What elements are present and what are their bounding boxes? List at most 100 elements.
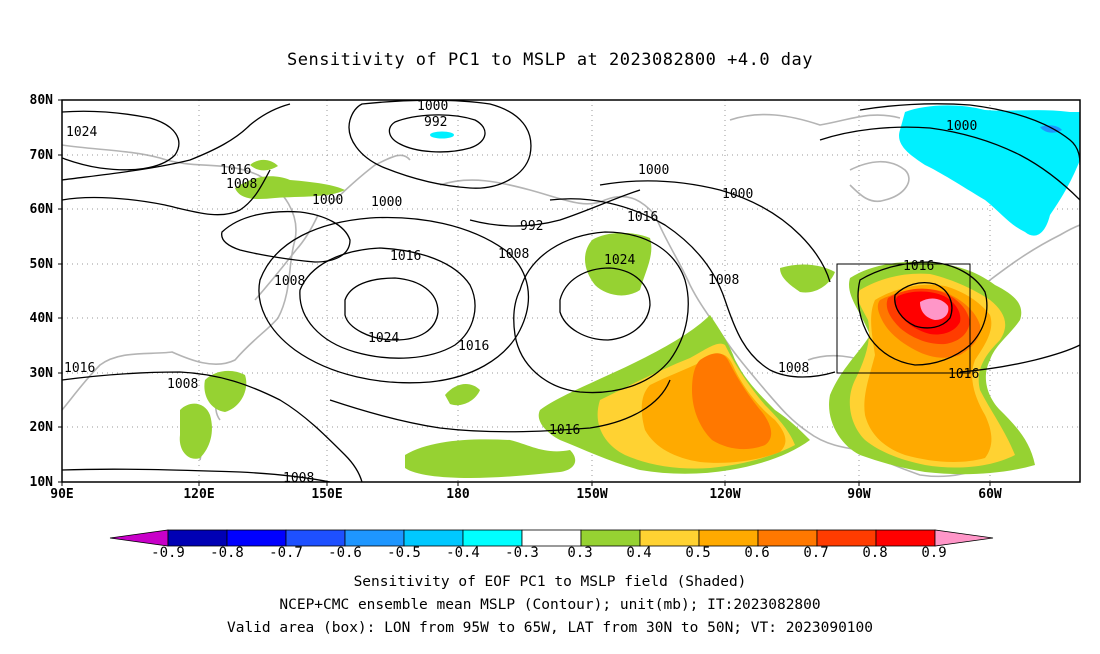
contour-label: 1016 — [627, 210, 658, 225]
contour-label: 1000 — [722, 187, 753, 202]
colorbar-swatch — [816, 529, 877, 547]
map-title: Sensitivity of PC1 to MSLP at 2023082800… — [286, 50, 813, 70]
contour-label: 1008 — [283, 471, 314, 486]
shade-cyan-arctic — [430, 131, 454, 139]
lat-labels: 80N 70N 60N 50N 40N 30N 20N 10N — [30, 93, 54, 490]
lon-label: 150E — [311, 487, 342, 502]
lon-label: 150W — [576, 487, 607, 502]
lon-label: 180 — [446, 487, 470, 502]
coastline-alaska — [439, 179, 656, 216]
colorbar-label: -0.3 — [505, 545, 539, 561]
contour-label: 1016 — [220, 163, 251, 178]
contour-label: 1024 — [66, 125, 97, 140]
colorbar-labels: -0.9 -0.8 -0.7 -0.6 -0.5 -0.4 -0.3 0.3 0… — [151, 545, 947, 561]
contour-label: 1016 — [903, 259, 934, 274]
shade-green-central-pac — [405, 439, 576, 478]
contour-1000-ne — [859, 103, 1080, 166]
lat-label: 80N — [30, 93, 54, 108]
lat-label: 20N — [30, 420, 54, 435]
contour-label: 1000 — [371, 195, 402, 210]
colorbar-arrow-low — [109, 529, 169, 547]
contour-1016-high-west — [299, 247, 476, 359]
lon-label: 60W — [978, 487, 1002, 502]
shade-darkorange-pac — [692, 353, 772, 450]
contour-labels: 1000 992 1024 1016 1008 1008 1000 1000 9… — [64, 99, 979, 486]
contour-1000-trough — [599, 180, 831, 283]
contour-1024-high-west — [344, 277, 439, 341]
colorbar-label: 0.4 — [626, 545, 651, 561]
lon-label: 120E — [183, 487, 214, 502]
contour-992-trough — [469, 189, 641, 227]
shade-cyan-ne — [899, 105, 1080, 236]
caption-shaded: Sensitivity of EOF PC1 to MSLP field (Sh… — [353, 574, 747, 590]
colorbar-swatch — [167, 529, 228, 547]
colorbar-swatch — [698, 529, 759, 547]
contour-label: 1016 — [458, 339, 489, 354]
lat-label: 30N — [30, 366, 54, 381]
shade-green-okhotsk — [235, 176, 345, 199]
contour-1000-north — [348, 100, 532, 189]
contour-label: 1000 — [946, 119, 977, 134]
contour-1016-east-inner — [894, 281, 953, 329]
lon-labels: 90E 120E 150E 180 150W 120W 90W 60W — [50, 487, 1002, 502]
colorbar-label: -0.6 — [328, 545, 362, 561]
sensitivity-shading — [179, 105, 1080, 478]
colorbar-label: 0.9 — [921, 545, 946, 561]
coastline-japan — [254, 214, 319, 301]
caption-valid-area: Valid area (box): LON from 95W to 65W, L… — [226, 620, 873, 636]
contour-label: 1000 — [638, 163, 669, 178]
colorbar-label: 0.3 — [567, 545, 592, 561]
contour-1008-south — [62, 468, 331, 482]
shade-green-midpac — [584, 232, 652, 296]
colorbar-label: -0.8 — [210, 545, 244, 561]
colorbar-swatch — [580, 529, 641, 547]
colorbar-label: 0.7 — [803, 545, 828, 561]
shade-green-hawaii — [445, 383, 480, 406]
contour-label: 1016 — [64, 361, 95, 376]
contour-label: 1016 — [948, 367, 979, 382]
contour-label: 1024 — [368, 331, 399, 346]
colorbar-label: 0.5 — [685, 545, 710, 561]
colorbar-label: -0.9 — [151, 545, 185, 561]
lat-label: 60N — [30, 202, 54, 217]
contour-1008-ring — [258, 216, 530, 384]
contour-992-north — [388, 114, 486, 153]
colorbar-swatch — [403, 529, 464, 547]
contour-label: 1008 — [274, 274, 305, 289]
colorbar-swatch — [875, 529, 936, 547]
colorbar-label: -0.4 — [446, 545, 480, 561]
valid-area-box — [836, 263, 971, 374]
colorbar — [109, 529, 994, 547]
contour-label: 1016 — [390, 249, 421, 264]
lat-label: 10N — [30, 475, 54, 490]
shade-green-nw-canada — [780, 264, 835, 293]
shade-green-siberia — [250, 159, 278, 171]
colorbar-swatch — [285, 529, 346, 547]
coastline-hudson-bay — [849, 160, 910, 203]
contour-1008-ne — [819, 126, 1080, 201]
colorbar-swatch — [344, 529, 405, 547]
lon-label: 90W — [847, 487, 871, 502]
contour-label: 992 — [424, 115, 447, 130]
contour-1016-midpac — [329, 379, 671, 433]
contour-1008-west — [62, 169, 271, 216]
colorbar-label: 0.8 — [862, 545, 887, 561]
contour-1016-high-east — [513, 231, 689, 394]
colorbar-label: -0.7 — [269, 545, 303, 561]
map-frame — [61, 99, 1081, 483]
contour-label: 1016 — [549, 423, 580, 438]
shade-green-philippines — [179, 403, 212, 459]
contour-label: 992 — [520, 219, 543, 234]
contour-label: 1008 — [226, 177, 257, 192]
contour-1016-se — [959, 344, 1080, 373]
lat-label: 50N — [30, 257, 54, 272]
contour-label: 1000 — [417, 99, 448, 114]
contour-label: 1008 — [778, 361, 809, 376]
contour-1016-west — [62, 103, 291, 181]
colorbar-swatch — [462, 529, 523, 547]
colorbar-swatch — [226, 529, 287, 547]
axis-ticks — [58, 99, 991, 486]
caption-contour: NCEP+CMC ensemble mean MSLP (Contour); u… — [279, 597, 821, 613]
